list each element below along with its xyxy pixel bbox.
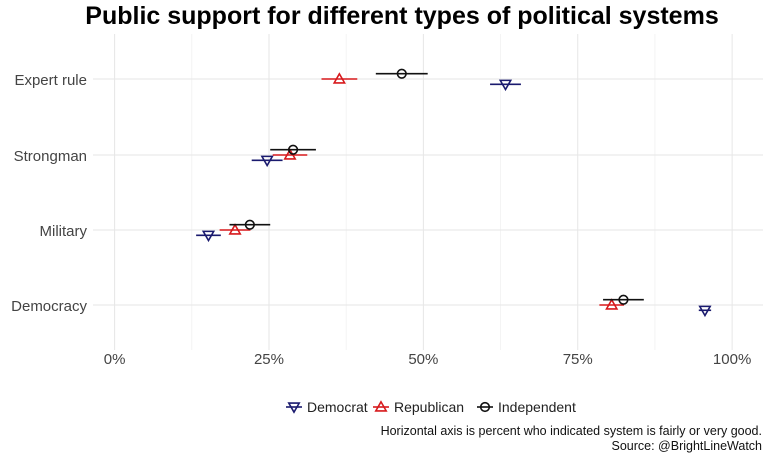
series-marks	[196, 68, 712, 318]
republican-point	[605, 298, 619, 310]
x-tick-label: 75%	[563, 351, 593, 368]
y-tick-label: Military	[40, 223, 88, 240]
republican-point	[332, 72, 346, 84]
caption-line-2: Source: @BrightLineWatch	[612, 439, 763, 453]
legend-republican-icon	[374, 400, 388, 412]
independent-point	[287, 144, 299, 155]
series-independent	[229, 68, 644, 305]
x-tick-label: 100%	[713, 351, 751, 368]
independent-point	[396, 68, 407, 79]
y-tick-label: Democracy	[11, 298, 87, 315]
legend-democrat-label: Democrat	[307, 399, 368, 415]
x-tick-label: 50%	[408, 351, 438, 368]
legend-republican-label: Republican	[394, 399, 464, 415]
x-tick-label: 0%	[104, 351, 126, 368]
y-tick-label: Strongman	[14, 148, 87, 165]
series-republican	[219, 72, 625, 310]
democrat-point	[260, 155, 274, 168]
democrat-point	[201, 230, 216, 243]
independent-point	[244, 219, 255, 230]
x-tick-label: 25%	[254, 351, 284, 368]
y-axis-ticks: Expert rule Strongman Military Democracy	[11, 72, 87, 315]
democrat-point	[698, 305, 712, 318]
legend-independent-label: Independent	[498, 399, 576, 415]
caption-line-1: Horizontal axis is percent who indicated…	[381, 424, 762, 438]
grid	[93, 34, 763, 350]
series-democrat	[196, 79, 712, 318]
legend-independent-icon	[479, 401, 491, 413]
legend: Democrat Republican Independent	[286, 399, 576, 415]
y-tick-label: Expert rule	[14, 72, 87, 89]
x-axis-ticks: 0% 25% 50% 75% 100%	[104, 351, 752, 368]
chart-title: Public support for different types of po…	[85, 2, 718, 30]
democrat-point	[498, 79, 513, 92]
independent-point	[618, 294, 629, 305]
republican-point	[228, 223, 242, 235]
legend-democrat-icon	[287, 402, 301, 414]
